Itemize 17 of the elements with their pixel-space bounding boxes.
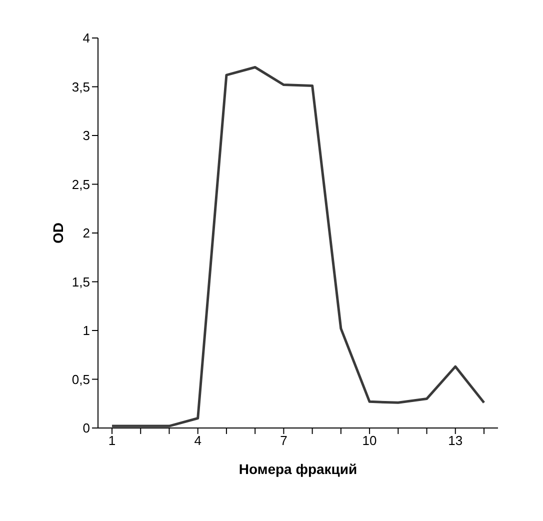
x-tick-label: 7 [280, 433, 288, 448]
y-tick-label: 4 [82, 30, 90, 46]
y-tick-label: 1 [82, 323, 90, 338]
x-axis-title: Номера фракций [238, 461, 358, 477]
y-tick-label: 3 [82, 128, 90, 144]
line-series [110, 66, 486, 428]
y-tick-label: 1,5 [72, 274, 90, 290]
y-tick-label: 0 [82, 420, 90, 436]
y-tick-label: 3,5 [72, 79, 90, 94]
x-tick-label: 10 [362, 433, 377, 448]
y-tick-label: 0,5 [72, 372, 90, 387]
y-tick-label: 2 [82, 226, 90, 241]
x-tick-label: 13 [448, 433, 463, 448]
x-tick-label: 4 [194, 433, 202, 448]
y-axis-title: OD [50, 222, 66, 244]
y-tick-label: 2,5 [72, 176, 90, 192]
x-tick-label: 1 [108, 433, 116, 448]
